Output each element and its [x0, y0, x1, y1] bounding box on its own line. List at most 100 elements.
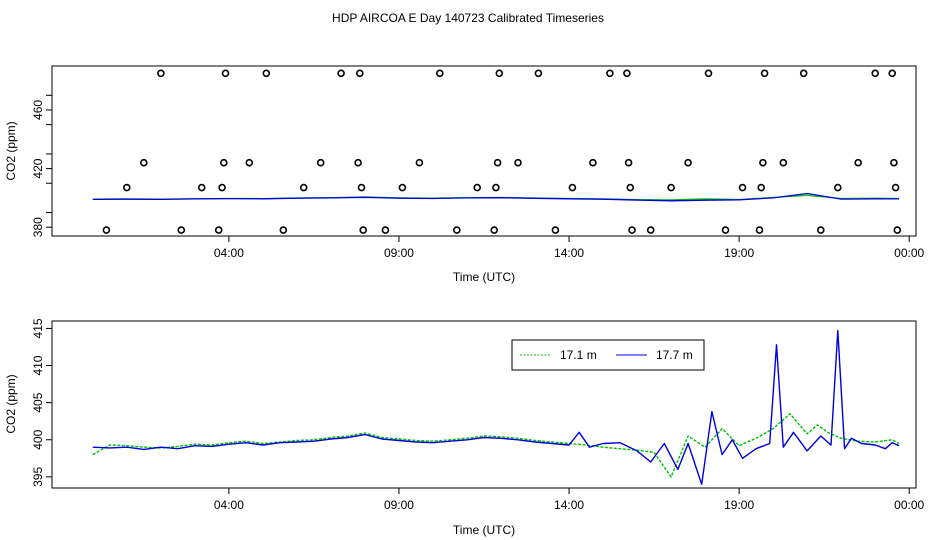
- calibration-point: [354, 158, 362, 167]
- x-tick-label: 14:00: [554, 498, 584, 512]
- x-axis-label: Time (UTC): [453, 523, 515, 537]
- x-tick-label: 14:00: [554, 246, 584, 260]
- y-tick-label: 380: [31, 217, 45, 237]
- calibration-point: [589, 158, 597, 167]
- y-axis-label: CO2 (ppm): [4, 121, 18, 180]
- y-tick-label: 405: [31, 392, 45, 412]
- calibration-point: [355, 69, 364, 78]
- calibration-point: [757, 183, 766, 192]
- y-tick-label: 415: [31, 318, 45, 338]
- calibration-point: [492, 183, 500, 192]
- calibration-point: [337, 69, 345, 78]
- calibration-point: [534, 69, 543, 78]
- calibration-point: [214, 226, 223, 234]
- calibration-panel: 380 420 460 04:00 09:00 14:00 19:00 00:00 Time…: [4, 65, 925, 284]
- calibration-point: [177, 226, 186, 234]
- calibration-point: [854, 158, 863, 167]
- x-axis-label: Time (UTC): [453, 270, 515, 284]
- x-axis: 04:00 09:00 14:00 19:00 00:00: [214, 236, 925, 260]
- x-tick-label: 19:00: [724, 246, 754, 260]
- series-group: [92, 329, 900, 485]
- x-tick-label: 04:00: [214, 246, 244, 260]
- calibration-point: [816, 226, 825, 234]
- calibration-point: [738, 183, 747, 192]
- series-group: [92, 192, 900, 202]
- calibration-point: [755, 226, 764, 234]
- calibration-point: [197, 183, 206, 192]
- calibration-point: [893, 226, 902, 234]
- calibration-point: [568, 183, 577, 192]
- calibration-point: [721, 226, 730, 234]
- plot-frame: [51, 65, 917, 237]
- y-axis: 395 400 405 410 415: [31, 318, 52, 487]
- x-tick-label: 09:00: [384, 498, 414, 512]
- calibration-point: [140, 158, 148, 167]
- y-tick-label: 395: [31, 467, 45, 487]
- plot-frame: [51, 320, 917, 489]
- calibration-point: [359, 226, 368, 234]
- calibration-point: [493, 158, 502, 167]
- y-tick-label: 410: [31, 355, 45, 375]
- legend-label-17-7m: 17.7 m: [656, 348, 693, 362]
- legend-box: [511, 339, 705, 371]
- x-tick-label: 00:00: [894, 246, 924, 260]
- x-axis: 04:00 09:00 14:00 19:00 00:00: [214, 488, 925, 512]
- calibration-point: [799, 69, 808, 78]
- calibration-point: [279, 226, 288, 234]
- calibration-point: [415, 158, 424, 167]
- calibration-point: [490, 226, 499, 234]
- legend: 17.1 m 17.7 m: [511, 339, 705, 371]
- y-axis: 380 420 460: [31, 94, 52, 237]
- calibration-points: [102, 69, 902, 234]
- calibration-point: [299, 183, 308, 192]
- legend-label-17-1m: 17.1 m: [560, 348, 597, 362]
- calibration-point: [398, 183, 407, 192]
- calibration-point: [833, 183, 842, 192]
- calibration-point: [871, 69, 880, 78]
- calibration-point: [221, 69, 230, 78]
- calibration-point: [357, 183, 366, 192]
- series-line-17-7-m: [92, 192, 900, 202]
- y-tick-label: 400: [31, 429, 45, 449]
- calibration-point: [684, 158, 692, 167]
- calibration-point: [606, 69, 614, 78]
- chart-title: HDP AIRCOA E Day 140723 Calibrated Times…: [332, 11, 604, 25]
- calibration-point: [759, 158, 767, 167]
- series-line-17-7-m: [92, 329, 900, 485]
- calibration-point: [218, 183, 226, 192]
- x-tick-label: 19:00: [724, 498, 754, 512]
- calibration-point: [626, 183, 635, 192]
- calibration-point: [628, 226, 636, 234]
- calibration-point: [435, 69, 444, 78]
- calibration-point: [514, 158, 522, 167]
- calibration-point: [704, 69, 713, 78]
- timeseries-panel: 395 400 405 410 415 04:00 09:00 14:00 19:00 00:0…: [4, 318, 925, 537]
- calibration-point: [262, 69, 271, 78]
- calibration-point: [102, 226, 111, 234]
- y-tick-label: 420: [31, 158, 45, 178]
- calibration-point: [624, 158, 633, 167]
- calibration-point: [495, 69, 504, 78]
- calibration-point: [245, 158, 254, 167]
- calibration-point: [316, 158, 325, 167]
- calibration-point: [760, 69, 769, 78]
- calibration-point: [667, 183, 675, 192]
- x-tick-label: 09:00: [384, 246, 414, 260]
- calibration-point: [123, 183, 131, 192]
- calibration-point: [888, 69, 897, 78]
- x-tick-label: 00:00: [894, 498, 924, 512]
- x-tick-label: 04:00: [214, 498, 244, 512]
- calibration-point: [646, 226, 655, 234]
- y-axis-label: CO2 (ppm): [4, 374, 18, 433]
- series-line-17-1-m: [92, 413, 900, 478]
- y-tick-label: 460: [31, 100, 45, 120]
- calibration-point: [157, 69, 165, 78]
- calibration-point: [551, 226, 560, 234]
- calibration-point: [891, 183, 900, 192]
- calibration-point: [779, 158, 788, 167]
- calibration-point: [623, 69, 631, 78]
- calibration-point: [452, 226, 461, 234]
- calibration-point: [890, 158, 898, 167]
- calibration-point: [473, 183, 482, 192]
